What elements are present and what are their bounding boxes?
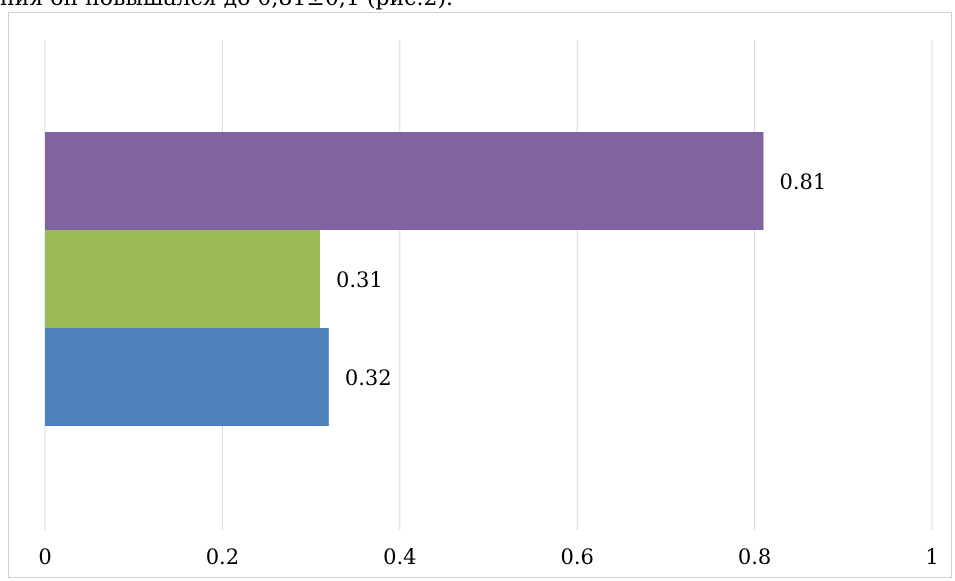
bars [45,132,764,426]
data-label-0: 0.32 [345,366,392,390]
bar-0 [45,328,329,426]
bar-2 [45,132,764,230]
data-label-2: 0.81 [779,170,826,194]
data-labels: 0.32 0.31 0.81 [336,170,826,390]
x-tick-label-0: 0 [38,545,51,569]
bar-1 [45,230,320,328]
x-tick-label-5: 1 [925,545,938,569]
clipped-document-text: ния он повышался до 0,81±0,1 (рис.2). [0,0,955,18]
x-tick-label-4: 0.8 [738,545,771,569]
x-tick-label-1: 0.2 [206,545,239,569]
x-tick-label-2: 0.4 [383,545,416,569]
x-axis-tick-labels: 0 0.2 0.4 0.6 0.8 1 [38,545,938,569]
data-label-1: 0.31 [336,268,383,292]
x-tick-label-3: 0.6 [560,545,593,569]
